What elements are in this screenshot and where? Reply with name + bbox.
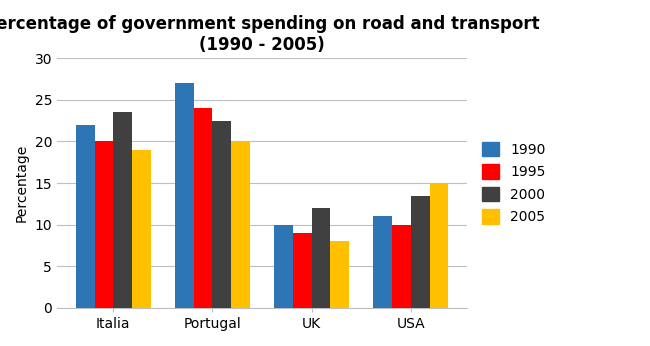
Legend: 1990, 1995, 2000, 2005: 1990, 1995, 2000, 2005 xyxy=(478,138,549,228)
Bar xyxy=(373,216,392,308)
Title: Percentage of government spending on road and transport
(1990 - 2005): Percentage of government spending on roa… xyxy=(0,15,540,54)
Bar xyxy=(175,83,194,308)
Bar xyxy=(132,150,151,308)
Y-axis label: Percentage: Percentage xyxy=(15,144,29,222)
Bar xyxy=(213,121,231,308)
Bar xyxy=(194,108,213,308)
Bar xyxy=(392,225,411,308)
Bar xyxy=(430,183,448,308)
Bar xyxy=(330,242,349,308)
Bar xyxy=(113,112,132,308)
Bar xyxy=(292,233,311,308)
Bar xyxy=(311,208,330,308)
Bar xyxy=(231,142,250,308)
Bar xyxy=(75,125,94,308)
Bar xyxy=(94,142,113,308)
Bar xyxy=(411,195,430,308)
Bar xyxy=(274,225,292,308)
